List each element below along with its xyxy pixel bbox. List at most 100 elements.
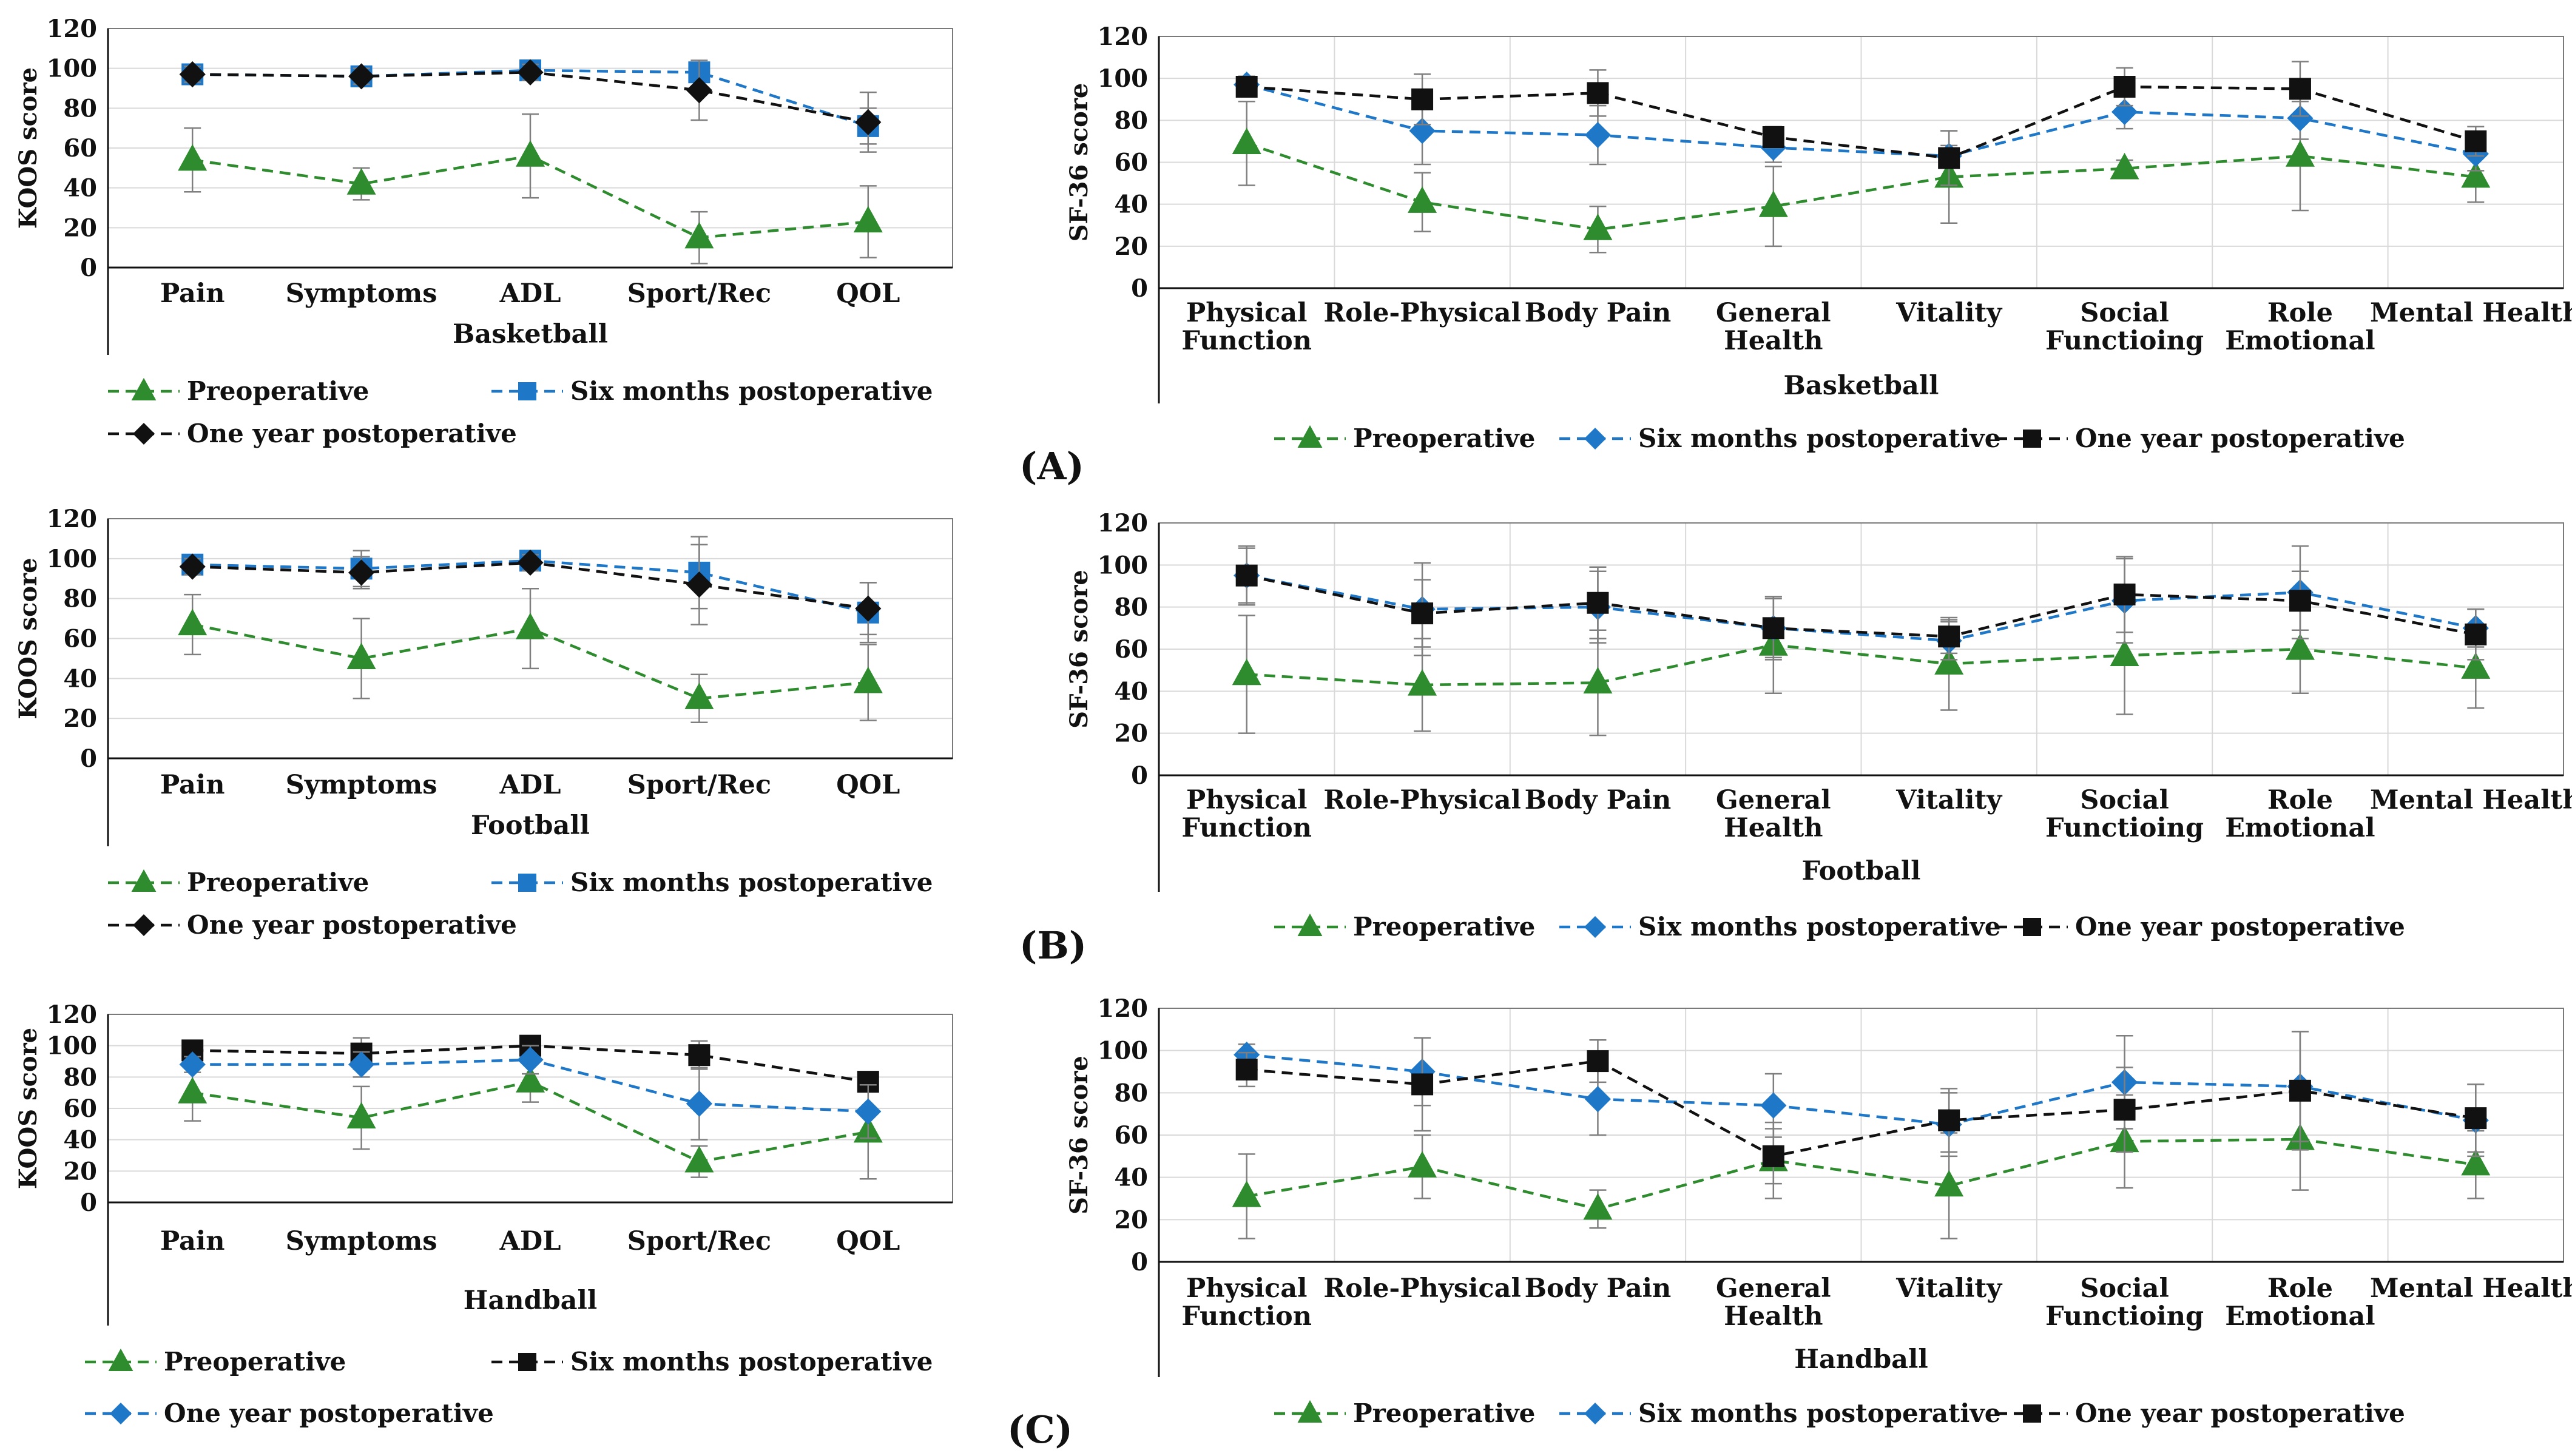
data-point <box>1584 121 1612 149</box>
x-tick-label: ADL <box>499 278 561 309</box>
data-point <box>855 1098 882 1125</box>
y-tick-label: 100 <box>47 545 98 573</box>
data-point <box>1411 88 1434 110</box>
legend-label: Preoperative <box>164 1347 346 1377</box>
data-point <box>516 1066 545 1093</box>
y-tick-label: 100 <box>1098 1037 1149 1065</box>
data-point <box>1583 214 1613 240</box>
data-point <box>1408 669 1437 696</box>
y-tick-label: 40 <box>1114 190 1148 219</box>
y-tick-label: 80 <box>1114 1079 1148 1107</box>
data-point <box>178 144 208 171</box>
chart-sf36-football: 0 20 40 60 80 100 120 SF-36 score Physical Functi… <box>1065 509 2572 942</box>
legend-marker <box>110 1403 132 1424</box>
y-tick-label: 100 <box>1098 551 1149 579</box>
y-tick-label: 100 <box>1098 64 1149 93</box>
x-tick-label: Role Emotional <box>2225 785 2375 843</box>
x-tick-label: Sport/Rec <box>627 278 771 309</box>
y-tick-label: 20 <box>1114 1205 1148 1234</box>
x-tick-label: General Health <box>1716 785 1831 843</box>
x-tick-label: Symptoms <box>286 1226 437 1256</box>
y-axis-label: SF-36 score <box>1065 570 1093 729</box>
legend-marker <box>131 377 157 400</box>
x-tick-label: General Health <box>1716 1273 1831 1332</box>
x-axis-title: Football <box>471 811 590 841</box>
data-point <box>853 206 883 233</box>
legend-label: Six months postoperative <box>1638 1398 2001 1428</box>
legend-entry: Preoperative <box>108 376 369 406</box>
data-point <box>2465 623 2487 645</box>
data-point <box>1408 1151 1437 1178</box>
x-tick-label: Role-Physical <box>1323 298 1521 328</box>
data-point <box>1584 1086 1612 1113</box>
legend-label: One year postoperative <box>187 419 517 448</box>
data-point <box>2285 140 2315 167</box>
data-point <box>853 666 883 693</box>
data-point <box>2110 152 2139 180</box>
x-tick-label: Role-Physical <box>1323 1273 1521 1304</box>
legend-marker <box>2023 918 2041 936</box>
data-point <box>348 559 375 586</box>
y-tick-label: 20 <box>63 1157 97 1185</box>
data-point <box>2465 1107 2487 1130</box>
data-point <box>1758 190 1788 217</box>
data-point <box>1762 617 1784 639</box>
legend-label: Six months postoperative <box>1638 912 2001 942</box>
legend-entry: One year postoperative <box>85 1398 494 1428</box>
data-point <box>686 1090 712 1117</box>
series-line <box>1246 643 2476 687</box>
legend-marker <box>108 1348 133 1371</box>
data-point <box>1938 147 1960 169</box>
y-axis-label: KOOS score <box>14 1028 42 1189</box>
data-point <box>1934 648 1964 675</box>
legend-marker <box>1584 1403 1606 1424</box>
data-point <box>1232 1180 1261 1207</box>
series-line <box>1246 1059 2476 1158</box>
data-point <box>1934 1170 1964 1197</box>
x-axis-title: Handball <box>464 1286 597 1316</box>
x-tick-label: Body Pain <box>1525 1273 1672 1304</box>
data-point <box>2289 1079 2311 1102</box>
x-tick-label: QOL <box>836 278 900 309</box>
y-tick-label: 40 <box>63 1126 97 1154</box>
data-point <box>346 642 376 670</box>
legend-entry: One year postoperative <box>108 419 517 448</box>
data-point <box>1408 186 1437 213</box>
x-tick-label: Social Functioing <box>2045 785 2204 843</box>
x-tick-label: Sport/Rec <box>627 770 771 800</box>
y-tick-label: 80 <box>1114 106 1148 135</box>
data-point <box>517 549 544 576</box>
legend-entry: One year postoperative <box>1996 1398 2405 1428</box>
legend-entry: Preoperative <box>108 868 369 897</box>
data-point <box>2113 76 2136 98</box>
data-point <box>1938 625 1960 648</box>
y-tick-label: 100 <box>47 1032 98 1060</box>
data-point <box>1411 602 1434 625</box>
x-tick-label: General Health <box>1716 298 1831 356</box>
data-point <box>348 63 375 90</box>
x-tick-label: Body Pain <box>1525 785 1672 815</box>
x-tick-label: Mental Health <box>2370 785 2572 815</box>
legend-entry: Six months postoperative <box>1559 1398 2001 1428</box>
legend-label: One year postoperative <box>187 910 517 940</box>
legend-marker <box>131 869 157 892</box>
data-point <box>2461 1148 2491 1176</box>
legend-entry: One year postoperative <box>108 910 517 940</box>
data-point <box>1587 1050 1609 1073</box>
legend-label: Preoperative <box>1353 912 1535 942</box>
data-point <box>688 1044 711 1067</box>
y-tick-label: 60 <box>1114 149 1148 177</box>
x-tick-label: Social Functioing <box>2045 298 2204 356</box>
y-axis-label: KOOS score <box>14 67 42 229</box>
legend-entry: Preoperative <box>1274 423 1535 453</box>
legend-entry: Preoperative <box>1274 912 1535 942</box>
chart-sf36-handball: 0 20 40 60 80 100 120 SF-36 score Physical Functi… <box>1065 994 2572 1428</box>
legend-label: One year postoperative <box>2075 1398 2405 1428</box>
data-point <box>686 571 712 598</box>
y-tick-label: 40 <box>63 664 97 693</box>
y-tick-label: 60 <box>63 625 97 653</box>
